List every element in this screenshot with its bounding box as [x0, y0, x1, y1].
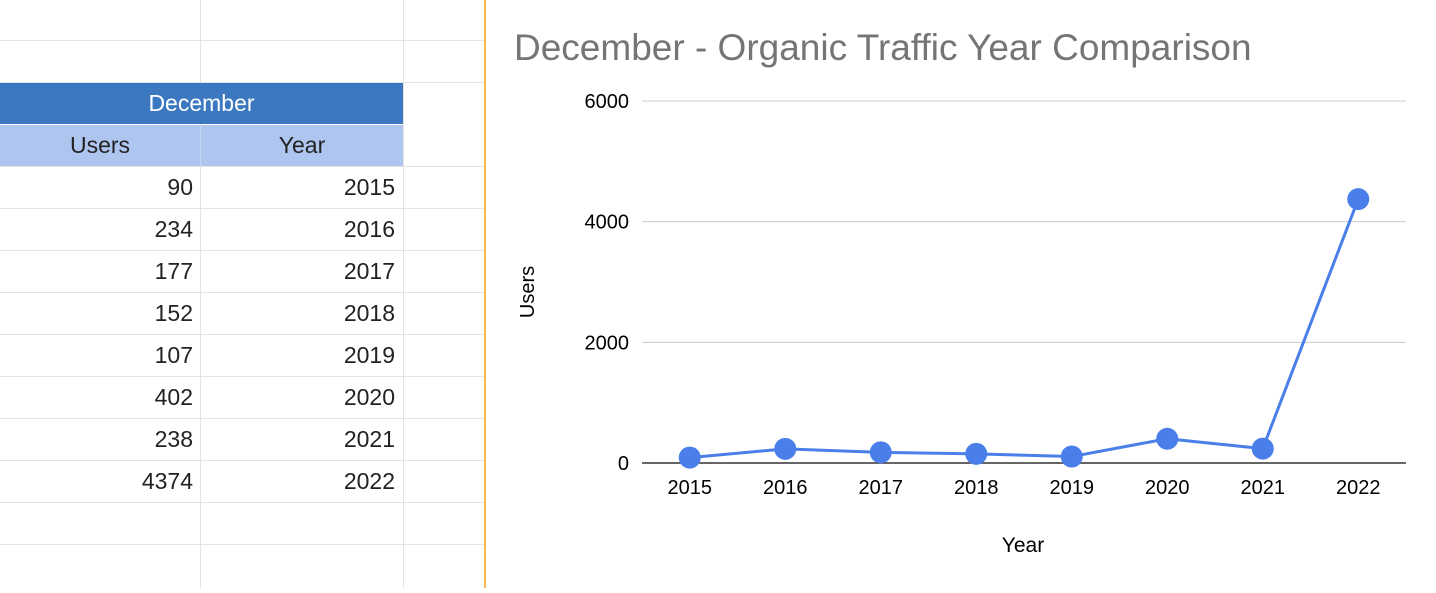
row-divider	[0, 40, 486, 41]
row-divider	[0, 166, 486, 167]
data-point-2019[interactable]	[1060, 445, 1083, 468]
users-column-header[interactable]: Users	[69, 132, 131, 158]
row-divider	[0, 502, 486, 503]
data-point-2022[interactable]	[1347, 188, 1370, 211]
users-cell[interactable]: 238	[154, 426, 193, 452]
data-point-2018[interactable]	[965, 442, 988, 465]
data-point-2021[interactable]	[1251, 437, 1274, 460]
year-cell[interactable]: 2017	[343, 258, 395, 284]
users-cell[interactable]: 90	[167, 174, 193, 200]
y-tick-label: 6000	[585, 91, 630, 113]
y-tick-label: 0	[618, 453, 629, 475]
year-cell[interactable]: 2018	[343, 300, 395, 326]
x-tick-label: 2020	[1145, 477, 1190, 499]
series-line-users	[689, 198, 1360, 460]
y-tick-label: 4000	[585, 212, 630, 234]
year-cell[interactable]: 2016	[343, 216, 395, 242]
line-chart[interactable]: December - Organic Traffic Year Comparis…	[486, 0, 1436, 588]
x-tick-label: 2017	[859, 477, 904, 499]
data-point-2015[interactable]	[678, 446, 701, 469]
row-divider	[0, 250, 486, 251]
x-tick-label: 2015	[668, 477, 713, 499]
chart-sheet-boundary	[484, 0, 486, 588]
x-axis-label: Year	[1002, 534, 1044, 557]
row-divider	[0, 544, 486, 545]
data-point-2020[interactable]	[1156, 427, 1179, 450]
row-divider	[0, 292, 486, 293]
x-tick-label: 2021	[1241, 477, 1286, 499]
row-divider	[0, 460, 486, 461]
column-divider	[403, 0, 404, 588]
row-divider	[0, 334, 486, 335]
row-divider	[0, 376, 486, 377]
row-divider	[0, 208, 486, 209]
year-cell[interactable]: 2020	[343, 384, 395, 410]
data-point-2016[interactable]	[774, 437, 797, 460]
spreadsheet-grid: December Users Year 90 2015 234 2016 177…	[0, 0, 486, 588]
users-cell[interactable]: 107	[154, 342, 193, 368]
chart-title: December - Organic Traffic Year Comparis…	[514, 27, 1252, 68]
users-cell[interactable]: 4374	[141, 468, 193, 494]
row-divider	[0, 82, 486, 83]
x-tick-label: 2018	[954, 477, 999, 499]
users-cell[interactable]: 402	[154, 384, 193, 410]
year-cell[interactable]: 2021	[343, 426, 395, 452]
x-tick-label: 2019	[1050, 477, 1095, 499]
year-column-header[interactable]: Year	[278, 132, 326, 158]
users-cell[interactable]: 234	[154, 216, 193, 242]
year-cell[interactable]: 2022	[343, 468, 395, 494]
x-tick-label: 2016	[763, 477, 808, 499]
year-cell[interactable]: 2019	[343, 342, 395, 368]
merged-header-cell[interactable]: December	[0, 83, 403, 124]
chart-canvas: December - Organic Traffic Year Comparis…	[514, 27, 1406, 557]
column-divider	[200, 0, 201, 588]
column-header-row: Users Year	[0, 125, 403, 166]
users-cell[interactable]: 177	[154, 258, 193, 284]
x-tick-label: 2022	[1336, 477, 1381, 499]
year-cell[interactable]: 2015	[343, 174, 395, 200]
row-divider	[0, 418, 486, 419]
y-tick-label: 2000	[585, 332, 630, 354]
users-cell[interactable]: 152	[154, 300, 193, 326]
data-point-2017[interactable]	[869, 441, 892, 464]
column-divider	[200, 125, 201, 166]
y-axis-label: Users	[517, 266, 539, 318]
